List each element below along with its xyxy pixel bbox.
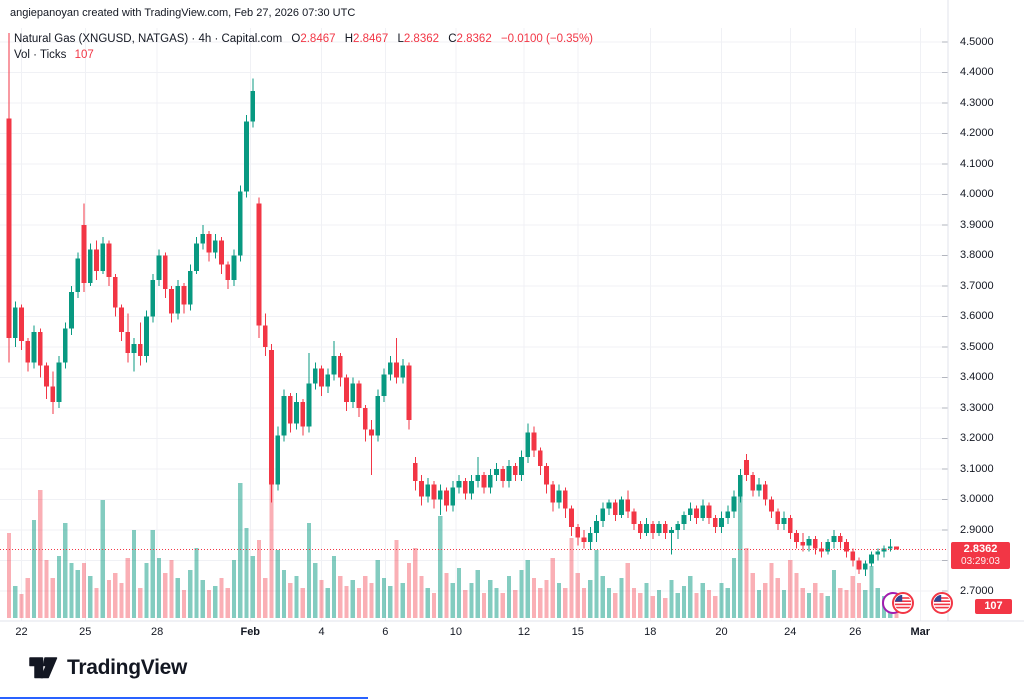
price-axis-label: 3.8000 xyxy=(960,249,994,261)
time-axis-label: 12 xyxy=(517,626,531,638)
chart-overlays xyxy=(0,0,1024,622)
symbol-title[interactable]: Natural Gas (XNGUSD, NATGAS) · 4h · Capi… xyxy=(14,33,283,45)
volume-series xyxy=(6,478,899,618)
last-price-badge: 2.8362 03:29:03 xyxy=(951,542,1010,569)
attribution-text: angiepanoyan created with TradingView.co… xyxy=(10,7,356,19)
time-axis-label: 20 xyxy=(715,626,728,638)
price-axis-label: 3.9000 xyxy=(960,218,994,231)
time-axis-label: 4 xyxy=(318,626,325,638)
price-axis-label: 3.4000 xyxy=(960,371,994,383)
time-axis-label: 6 xyxy=(382,626,389,638)
time-axis-label: Mar xyxy=(910,626,931,638)
time-axis-label: 15 xyxy=(571,626,584,638)
price-axis-label: 4.1000 xyxy=(960,157,994,170)
price-axis-label: 3.5000 xyxy=(960,340,994,353)
time-axis-label: 10 xyxy=(449,626,462,638)
ohlc-close: C2.8362 xyxy=(448,33,492,45)
price-axis-label: 4.5000 xyxy=(960,35,994,48)
price-axis-label: 3.2000 xyxy=(960,432,994,444)
price-axis-label: 3.1000 xyxy=(960,462,994,475)
price-axis-label: 3.0000 xyxy=(960,493,994,505)
symbol-legend[interactable]: Natural Gas (XNGUSD, NATGAS) · 4h · Capi… xyxy=(14,33,593,45)
price-axis-label: 4.0000 xyxy=(960,188,994,200)
tradingview-logo-icon xyxy=(29,657,58,679)
time-axis-label: 25 xyxy=(79,626,92,638)
time-axis-label: 24 xyxy=(784,626,797,638)
price-axis-label: 4.3000 xyxy=(960,96,994,109)
time-axis-label: Feb xyxy=(240,626,261,638)
price-axis-label: 4.4000 xyxy=(960,66,994,78)
ohlc-open: O2.8467 xyxy=(291,33,336,45)
us-flag-event-icon[interactable] xyxy=(892,592,914,614)
price-axis-label: 3.7000 xyxy=(960,279,994,292)
tradingview-logo-text: TradingView xyxy=(67,656,188,679)
tradingview-logo[interactable]: TradingView xyxy=(28,652,187,684)
us-flag-event-icon[interactable] xyxy=(931,592,953,614)
time-axis-label: 28 xyxy=(151,626,164,638)
price-axis-label: 4.2000 xyxy=(960,127,994,139)
volume-axis-badge: 107 xyxy=(975,599,1012,614)
time-axis-label: 26 xyxy=(849,626,862,638)
price-change: −0.0100 (−0.35%) xyxy=(500,33,594,45)
price-axis-label: 3.6000 xyxy=(960,310,994,322)
economic-event-markers[interactable] xyxy=(882,592,953,614)
price-axis-label: 2.7000 xyxy=(960,584,994,597)
chart-grid xyxy=(0,28,948,621)
bar-countdown: 03:29:03 xyxy=(961,556,1000,567)
price-axis-label: 2.9000 xyxy=(960,523,994,536)
candlestick-series xyxy=(6,32,899,576)
last-price-value: 2.8362 xyxy=(963,543,998,555)
volume-label: Vol · Ticks xyxy=(14,49,67,61)
ohlc-high: H2.8467 xyxy=(344,33,389,45)
volume-legend[interactable]: Vol · Ticks 107 xyxy=(14,49,94,61)
ohlc-low: L2.8362 xyxy=(397,33,440,45)
bottom-accent-bar xyxy=(0,697,368,699)
price-axis-label: 3.3000 xyxy=(960,401,994,414)
time-axis-label: 22 xyxy=(15,626,28,638)
time-axis-label: 18 xyxy=(644,626,657,638)
volume-value: 107 xyxy=(74,49,94,61)
